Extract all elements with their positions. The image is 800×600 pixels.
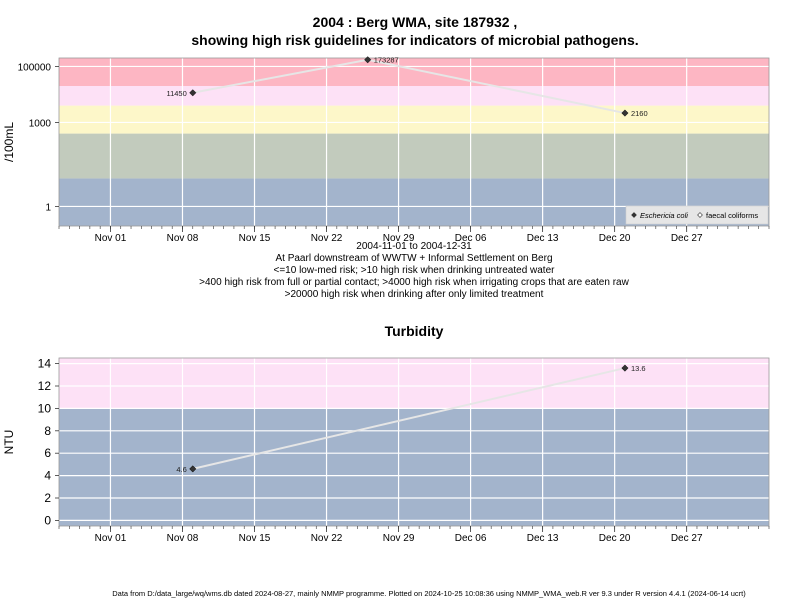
data-label-0-1: 173287	[374, 56, 399, 65]
data-point-0-0	[189, 89, 197, 97]
x-tick-label-1: Nov 08	[167, 533, 199, 544]
plot-frame	[58, 57, 770, 227]
y-tick-label-1: 2	[44, 491, 51, 505]
risk-band-0	[59, 408, 769, 526]
y-tick-label-2: 100000	[18, 62, 52, 73]
legend-marker-0	[631, 212, 637, 218]
subtitle-line-5: >20000 high risk when drinking after onl…	[285, 289, 544, 300]
risk-band-1	[59, 133, 769, 179]
risk-band-4	[59, 58, 769, 86]
x-tick-label-2: Nov 15	[239, 533, 271, 544]
turbidity-panel: 0 2 4 6 8 10 12 14 Nov 01 Nov 08 Nov 15 Nov 22 Nov 2…	[2, 357, 770, 544]
x-tick-label-0: Nov 01	[95, 533, 127, 544]
microbial-panel: 1 1000 100000 Nov 01 Nov 08 Nov 15 Nov 22 Nov 2…	[2, 56, 770, 244]
y-tick-label-3: 6	[44, 446, 51, 460]
x-tick-label-8: Dec 27	[671, 533, 703, 544]
x-tick-label-8: Dec 27	[671, 233, 703, 244]
legend-box	[625, 205, 769, 225]
series-line-0	[192, 367, 626, 470]
footer-note: Data from D:/data_large/wq/wms.db dated …	[112, 589, 746, 598]
turbidity-title: Turbidity	[385, 323, 444, 339]
data-point-0-0	[189, 465, 197, 473]
x-tick-label-4: Nov 29	[383, 233, 415, 244]
x-tick-label-3: Nov 22	[311, 233, 343, 244]
y-tick-label-5: 10	[38, 401, 52, 415]
x-tick-label-7: Dec 20	[599, 533, 631, 544]
x-tick-label-6: Dec 13	[527, 533, 559, 544]
legend-marker-1	[697, 212, 703, 218]
y-tick-label-0: 0	[44, 513, 51, 527]
y-tick-label-6: 12	[38, 379, 52, 393]
legend-label-1: faecal coliforms	[706, 211, 758, 220]
main-title-line2: showing high risk guidelines for indicat…	[191, 32, 638, 48]
legend-label-0: Eschericia coli	[640, 211, 688, 220]
x-tick-label-6: Dec 13	[527, 233, 559, 244]
data-point-0-1	[364, 56, 372, 64]
y-tick-label-1: 1000	[29, 118, 52, 129]
data-label-0-2: 2160	[631, 109, 648, 118]
subtitle-line-2: At Paarl downstream of WWTW + Informal S…	[275, 253, 552, 264]
subtitle-line-4: >400 high risk from full or partial cont…	[199, 277, 629, 288]
y-tick-label-7: 14	[38, 357, 52, 371]
risk-band-3	[59, 86, 769, 106]
x-tick-label-1: Nov 08	[167, 233, 199, 244]
data-label-0-1: 13.6	[631, 364, 646, 373]
x-tick-label-2: Nov 15	[239, 233, 271, 244]
data-label-0-0: 11450	[166, 89, 186, 98]
y-tick-label-0: 1	[45, 202, 51, 213]
data-label-0-0: 4.6	[176, 465, 186, 474]
subtitle-line-1: 2004-11-01 to 2004-12-31	[356, 241, 472, 252]
x-tick-label-7: Dec 20	[599, 233, 631, 244]
x-tick-label-4: Nov 29	[383, 533, 415, 544]
risk-band-2	[59, 105, 769, 134]
x-tick-label-0: Nov 01	[95, 233, 127, 244]
y-axis-label: NTU	[2, 430, 16, 455]
data-point-0-2	[621, 109, 629, 117]
plot-frame	[58, 357, 770, 527]
x-tick-label-3: Nov 22	[311, 533, 343, 544]
y-tick-label-4: 8	[44, 424, 51, 438]
data-point-0-1	[621, 364, 629, 372]
y-axis-label: /100mL	[2, 122, 16, 162]
main-title-line1: 2004 : Berg WMA, site 187932 ,	[313, 14, 518, 30]
subtitle-line-3: <=10 low-med risk; >10 high risk when dr…	[274, 265, 556, 276]
risk-band-1	[59, 358, 769, 409]
y-tick-label-2: 4	[44, 469, 51, 483]
x-tick-label-5: Dec 06	[455, 533, 487, 544]
x-tick-label-5: Dec 06	[455, 233, 487, 244]
